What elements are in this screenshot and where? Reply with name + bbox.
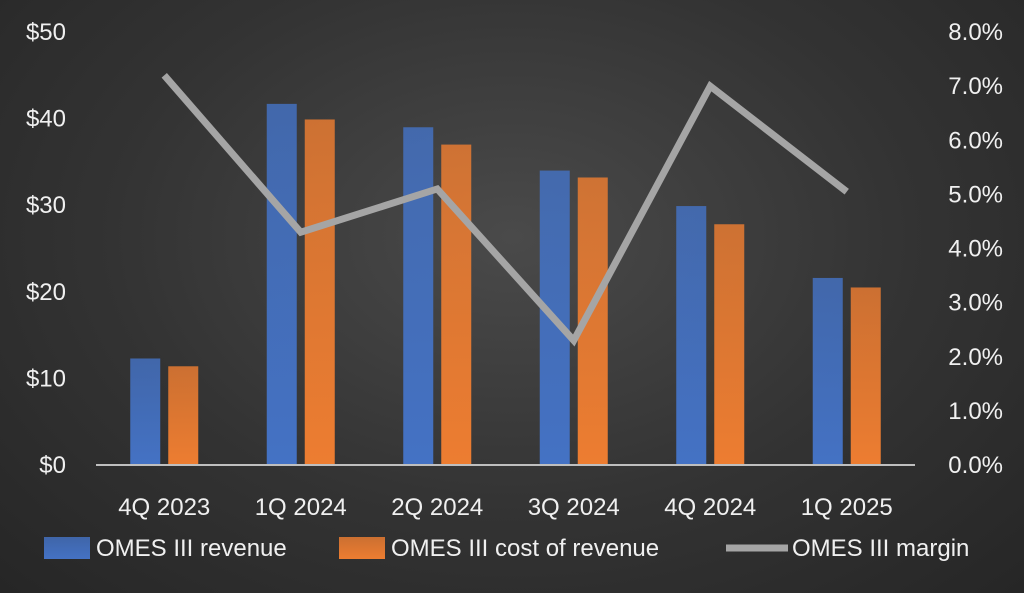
y-right-tick-label: 6.0% <box>948 127 1003 154</box>
legend: OMES III revenue OMES III cost of revenue… <box>44 535 969 562</box>
legend-label: OMES III cost of revenue <box>391 535 659 562</box>
y-left-tick-label: $10 <box>26 365 66 392</box>
legend-label: OMES III margin <box>792 535 969 562</box>
y-right-tick-label: 5.0% <box>948 181 1003 208</box>
x-tick-label: 1Q 2025 <box>801 494 893 521</box>
y-right-axis: 0.0% 1.0% 2.0% 3.0% 4.0% 5.0% 6.0% 7.0% 8.0% <box>948 19 1003 479</box>
y-left-tick-label: $30 <box>26 192 66 219</box>
legend-label: OMES III revenue <box>96 535 287 562</box>
revenue-bar <box>403 127 434 465</box>
y-right-tick-label: 2.0% <box>948 344 1003 371</box>
y-right-tick-label: 8.0% <box>948 19 1003 46</box>
y-left-tick-label: $20 <box>26 279 66 306</box>
y-right-tick-label: 1.0% <box>948 398 1003 425</box>
x-tick-label: 4Q 2024 <box>664 494 756 521</box>
legend-swatch <box>339 537 385 559</box>
revenue-bar <box>812 277 843 465</box>
y-right-tick-label: 4.0% <box>948 236 1003 263</box>
margin-line <box>161 73 849 347</box>
x-tick-label: 4Q 2023 <box>118 494 210 521</box>
y-left-axis: $0 $10 $20 $30 $40 $50 <box>26 19 66 479</box>
x-tick-label: 2Q 2024 <box>391 494 483 521</box>
legend-revenue: OMES III revenue <box>44 535 287 562</box>
cost-of-revenue-bar <box>168 366 199 465</box>
revenue-bar <box>130 358 161 465</box>
revenue-bar <box>266 103 297 466</box>
y-left-tick-label: $50 <box>26 19 66 46</box>
line-series-group <box>161 73 849 347</box>
cost-of-revenue-bar <box>304 119 335 465</box>
cost-of-revenue-bar <box>441 144 472 465</box>
revenue-bar <box>676 206 707 466</box>
y-right-tick-label: 3.0% <box>948 290 1003 317</box>
x-tick-label: 3Q 2024 <box>528 494 620 521</box>
cost-of-revenue-bar <box>714 224 745 465</box>
y-left-tick-label: $40 <box>26 106 66 133</box>
x-tick-label: 1Q 2024 <box>255 494 347 521</box>
legend-margin: OMES III margin <box>726 535 969 562</box>
y-left-tick-label: $0 <box>39 452 66 479</box>
y-right-tick-label: 0.0% <box>948 452 1003 479</box>
y-right-tick-label: 7.0% <box>948 73 1003 100</box>
x-axis: 4Q 2023 1Q 2024 2Q 2024 3Q 2024 4Q 2024 1Q 20… <box>118 494 893 521</box>
legend-cost-of-revenue: OMES III cost of revenue <box>339 535 659 562</box>
cost-of-revenue-bar <box>850 287 881 465</box>
legend-swatch <box>44 537 90 559</box>
bar-series-group <box>130 103 881 466</box>
